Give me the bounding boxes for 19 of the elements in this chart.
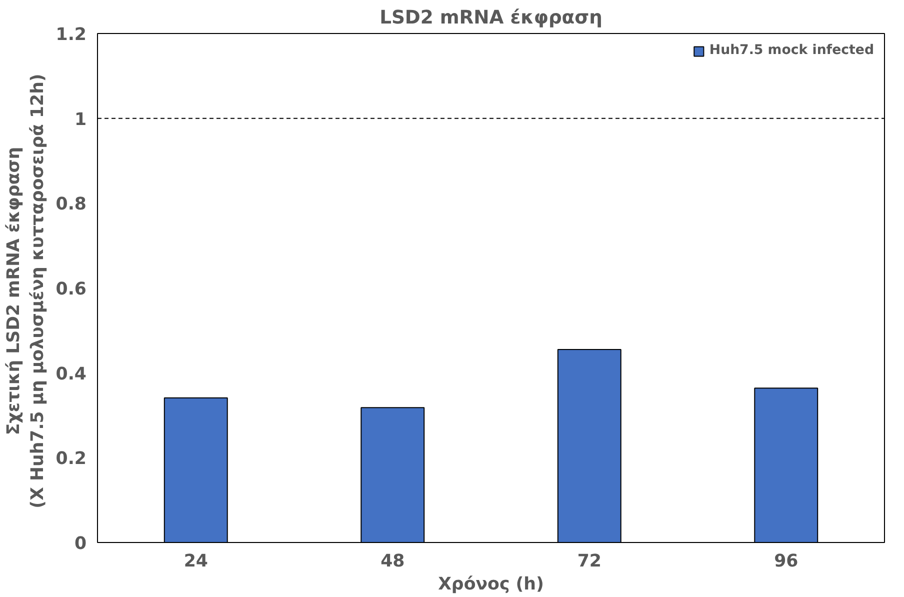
bar [557, 349, 622, 542]
x-tick-label: 48 [380, 552, 405, 572]
y-tick-label: 0.4 [56, 364, 87, 384]
bar [164, 397, 228, 542]
legend-label: Huh7.5 mock infected [709, 43, 874, 58]
x-tick-label: 96 [774, 552, 798, 572]
chart-title: LSD2 mRNA έκφραση [380, 8, 602, 28]
x-axis-title: Χρόνος (h) [438, 574, 544, 594]
y-tick-label: 0 [74, 534, 87, 554]
y-tick-label: 1.2 [56, 25, 87, 45]
y-tick-label: 0.8 [56, 194, 87, 215]
bar [360, 407, 425, 542]
y-tick-label: 0.6 [56, 280, 87, 300]
x-tick-label: 24 [184, 552, 208, 572]
x-tick-label: 72 [577, 552, 602, 572]
y-tick-label: 1 [74, 110, 87, 130]
y-axis-title: Σχετική LSD2 mRNA έκφραση (Χ Huh7.5 μη μολυσμένη κυτταροσειρά 12h) [4, 74, 48, 508]
y-tick-label: 0.2 [56, 449, 87, 470]
bar [754, 388, 818, 542]
